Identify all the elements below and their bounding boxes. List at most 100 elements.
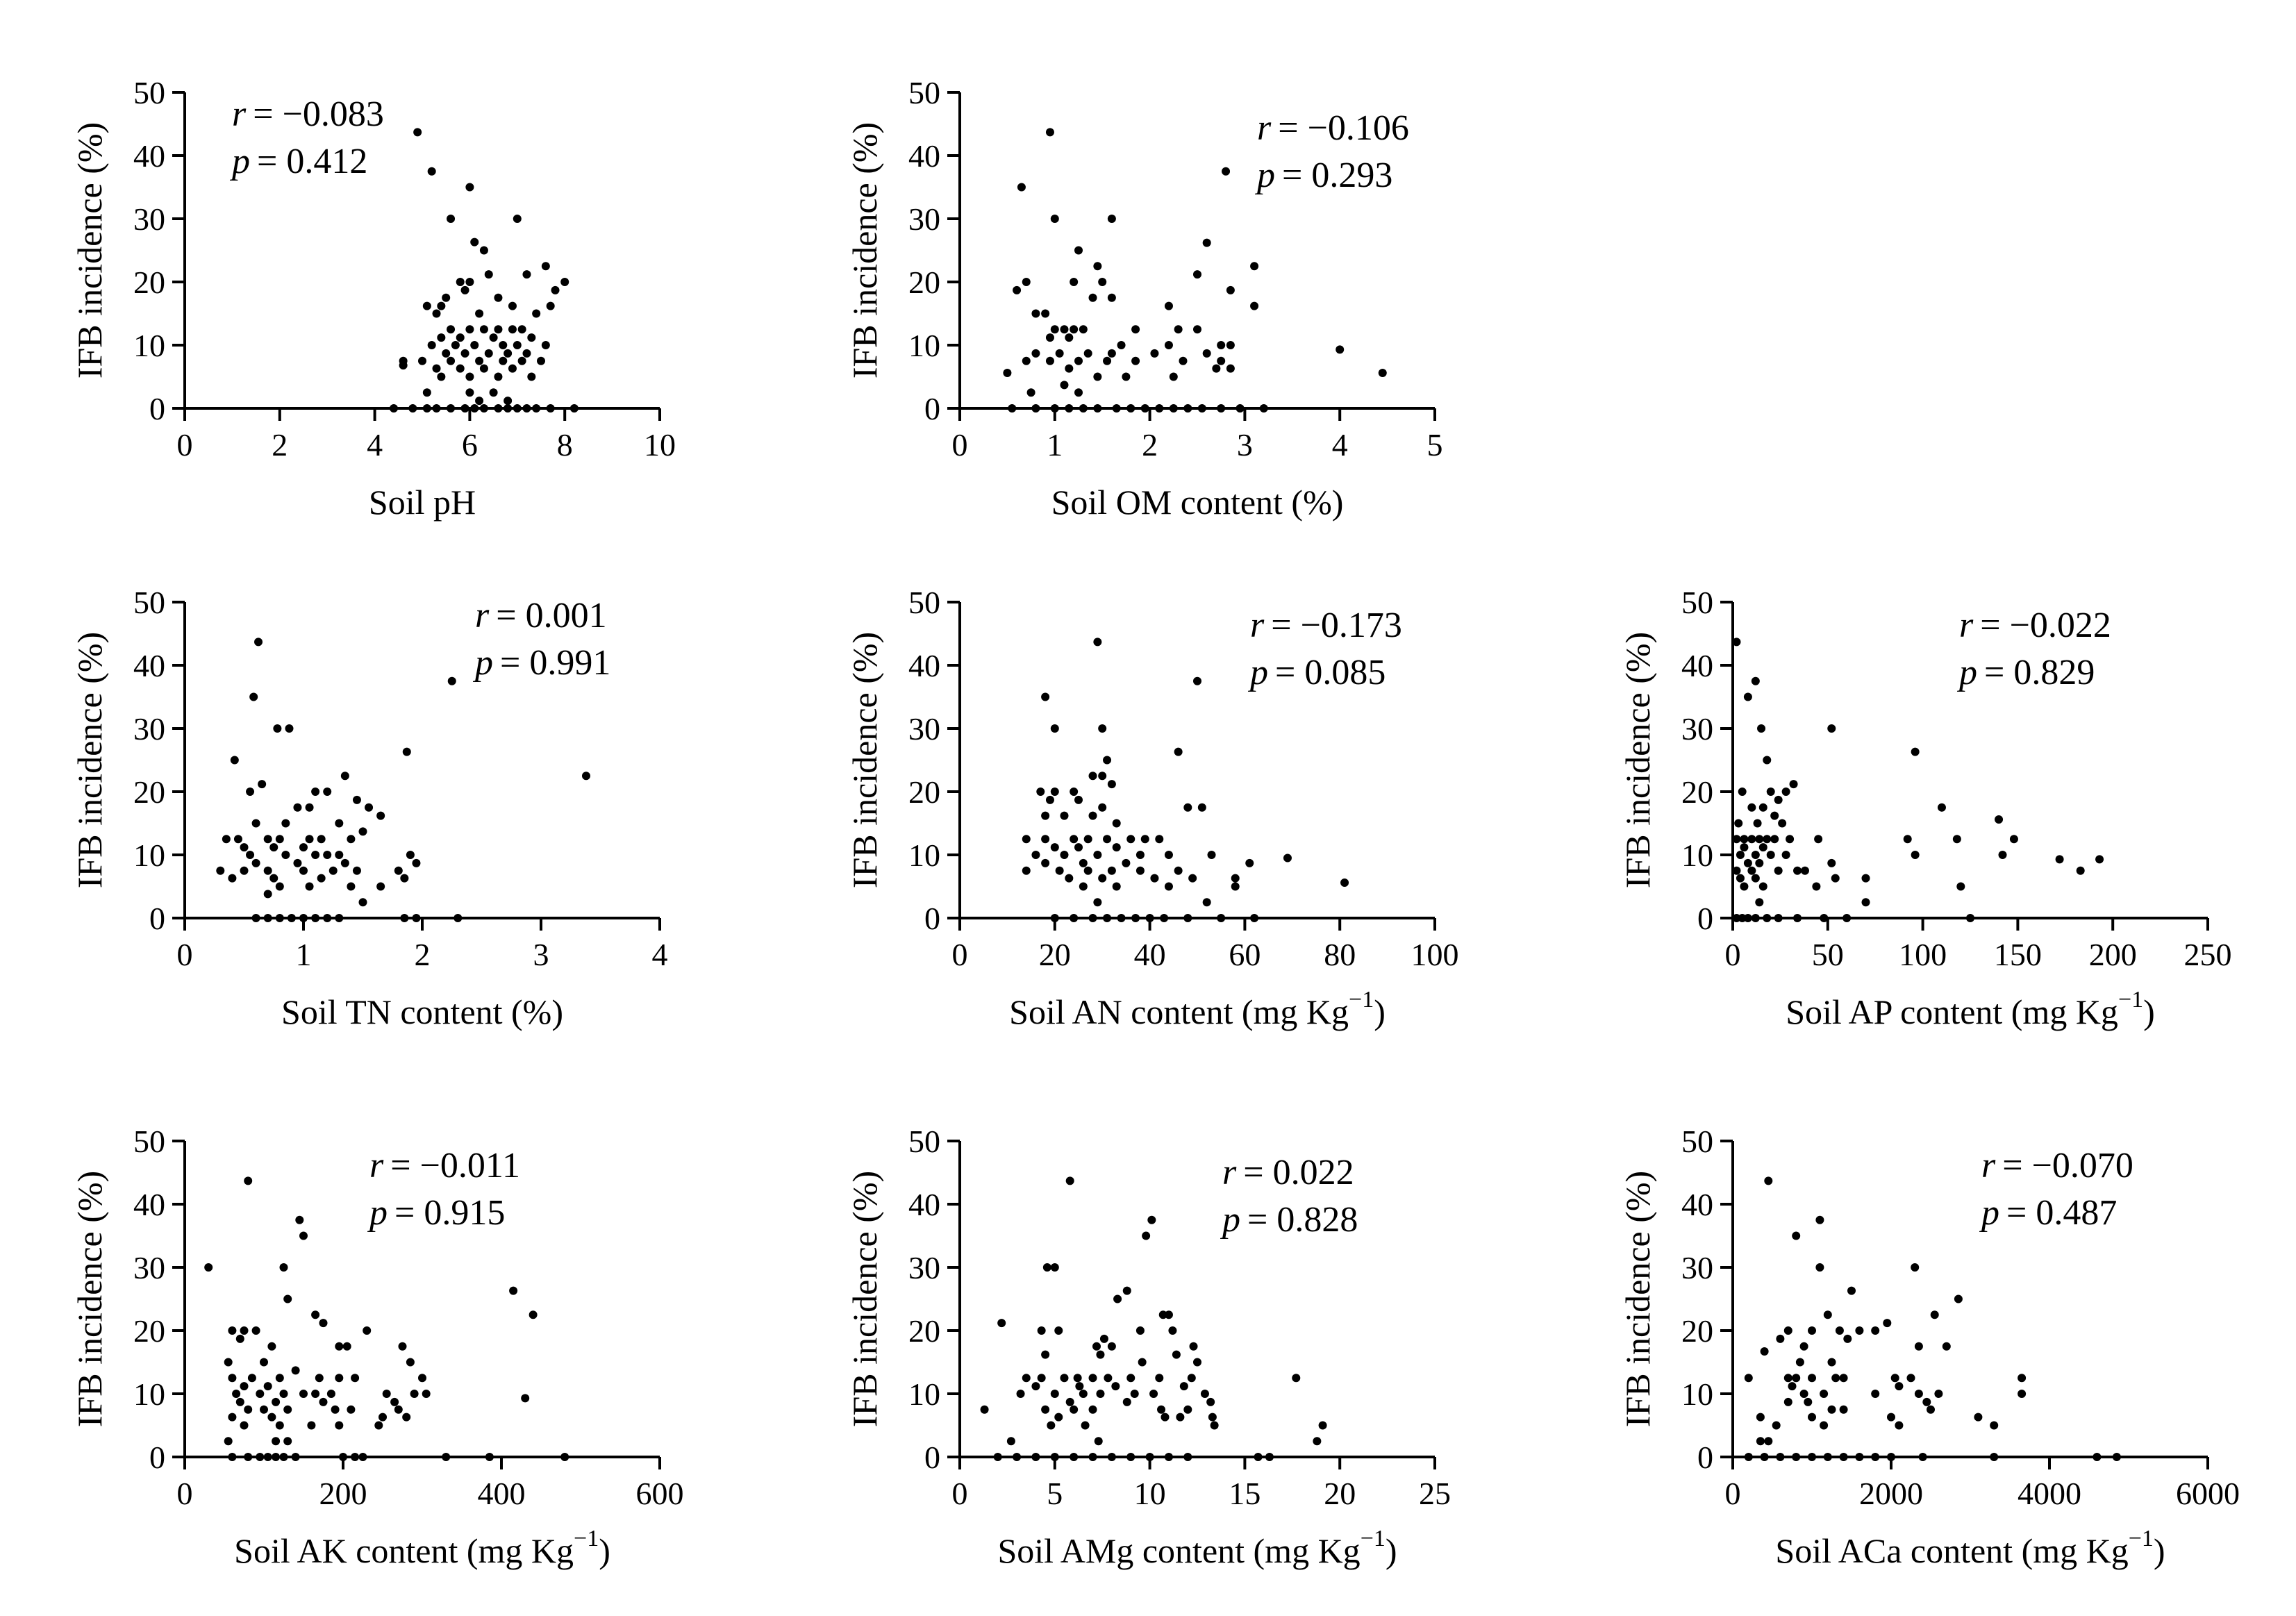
data-point	[1732, 835, 1741, 844]
data-point	[1122, 858, 1131, 867]
scatter-panel-2: 0 10 20 30 40 50 0 1 2 3 4 5 IFB incidence (%) Soil O…	[845, 75, 1443, 522]
data-point	[1147, 1215, 1156, 1224]
p-value: = 0.412	[257, 142, 367, 181]
data-point	[406, 851, 415, 859]
y-tick-label: 50	[908, 585, 940, 620]
data-point	[410, 1390, 419, 1398]
data-point	[485, 1453, 494, 1461]
data-point	[1107, 1342, 1116, 1351]
data-point	[1022, 835, 1031, 844]
data-point	[311, 788, 320, 796]
x-tick-label: 80	[1324, 937, 1356, 972]
data-point	[1122, 1286, 1131, 1295]
scatter-panel-3: 0 10 20 30 40 50 0 1 2 3 4 IFB incidence (%) Soil TN…	[70, 585, 668, 1031]
data-point	[517, 356, 526, 365]
data-point	[1112, 819, 1121, 828]
y-tick-label: 20	[1681, 774, 1713, 810]
y-tick-label: 20	[133, 774, 165, 810]
data-point	[295, 1215, 304, 1224]
x-tick-label: 4	[652, 937, 668, 972]
data-point	[2009, 835, 2018, 844]
data-point	[1098, 278, 1107, 286]
y-axis-title: IFB incidence (%)	[1618, 632, 1657, 888]
y-tick-label: 50	[1681, 1124, 1713, 1159]
data-point	[317, 874, 326, 883]
data-point	[1161, 1413, 1170, 1422]
y-tick-label: 40	[133, 138, 165, 174]
x-axis-title: Soil pH	[369, 483, 476, 522]
data-point	[240, 1326, 249, 1335]
data-point	[527, 333, 536, 342]
data-point	[1041, 858, 1050, 867]
data-point	[1202, 349, 1211, 358]
data-point	[1757, 724, 1766, 733]
data-point	[1107, 349, 1116, 358]
y-tick-label: 50	[1681, 585, 1713, 620]
data-point	[465, 388, 474, 397]
data-point	[1871, 1390, 1880, 1398]
data-point	[1890, 1374, 1899, 1383]
data-point	[1113, 1294, 1122, 1303]
data-point	[1074, 356, 1083, 365]
data-point	[1045, 356, 1054, 365]
data-point	[1169, 372, 1178, 381]
y-tick-label: 20	[1681, 1313, 1713, 1349]
x-tick-label: 10	[1134, 1476, 1166, 1511]
x-tick-label: 50	[1812, 937, 1844, 972]
data-point	[1751, 914, 1760, 922]
data-point	[1747, 835, 1756, 844]
data-point	[460, 404, 469, 413]
data-point	[1747, 866, 1756, 875]
data-point	[1770, 835, 1779, 844]
data-point	[1744, 1453, 1753, 1461]
data-point	[1160, 914, 1169, 922]
data-point	[1217, 404, 1226, 413]
data-point	[509, 1286, 518, 1295]
data-point	[263, 914, 272, 922]
data-point	[1823, 1310, 1832, 1319]
data-point	[1732, 638, 1741, 647]
x-tick-label: 3	[533, 937, 549, 972]
data-point	[1017, 183, 1026, 192]
data-point	[484, 349, 493, 358]
y-tick-label: 0	[149, 391, 165, 426]
data-point	[1776, 1334, 1785, 1343]
data-point	[1792, 1374, 1801, 1383]
data-point	[1839, 1374, 1848, 1383]
data-point	[233, 835, 242, 844]
data-point	[1786, 835, 1795, 844]
x-tick-label: 100	[1411, 937, 1459, 972]
data-point	[1022, 1374, 1031, 1383]
data-point	[319, 1319, 328, 1328]
data-point	[1763, 835, 1772, 844]
y-tick-label: 20	[133, 265, 165, 300]
data-point	[400, 914, 409, 922]
data-point	[1026, 388, 1035, 397]
data-point	[1781, 851, 1790, 859]
data-point	[216, 866, 225, 875]
data-point	[279, 1390, 288, 1398]
data-point	[1226, 364, 1235, 373]
data-point	[311, 1390, 320, 1398]
data-point	[273, 724, 282, 733]
data-point	[993, 1453, 1002, 1461]
x-tick-label: 2	[1142, 427, 1158, 463]
data-point	[494, 325, 503, 334]
y-tick-label: 10	[908, 328, 940, 363]
data-point	[2093, 1453, 2102, 1461]
data-point	[1812, 882, 1821, 891]
data-point	[1131, 325, 1140, 334]
x-tick-label: 20	[1039, 937, 1071, 972]
data-point	[1093, 638, 1102, 647]
data-point	[1952, 835, 1961, 844]
data-point	[1183, 803, 1192, 812]
data-point	[1172, 1350, 1181, 1359]
data-point	[1774, 795, 1783, 804]
y-axis-title: IFB incidence (%)	[70, 1171, 109, 1427]
p-annotation: p = 0.487	[1979, 1193, 2117, 1233]
data-point	[299, 914, 308, 922]
data-point	[1149, 1390, 1158, 1398]
data-point	[299, 1390, 308, 1398]
data-point	[1914, 1390, 1923, 1398]
r-symbol: r	[232, 94, 247, 134]
